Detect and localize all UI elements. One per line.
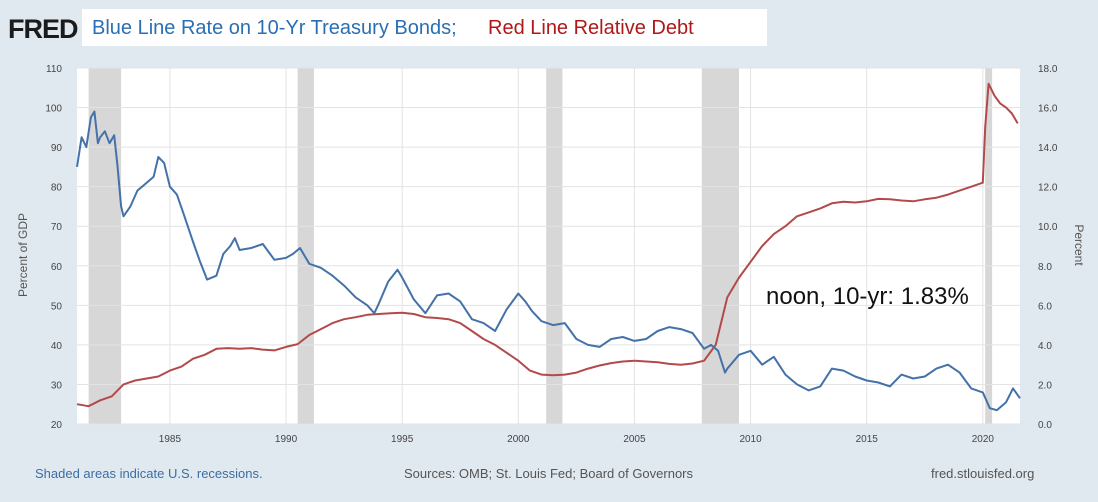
y-right-tick-label: 16.0 [1038,104,1058,115]
recession-band-4 [985,68,993,424]
y-right-tick-label: 8.0 [1038,262,1052,273]
recession-band-0 [88,68,122,424]
recession-band-2 [546,68,563,424]
y-right-tick-label: 12.0 [1038,183,1058,194]
fred-logo: FRED [8,14,78,44]
y-axis-left-label: Percent of GDP [16,213,30,297]
y-left-tick-label: 100 [45,104,62,115]
recession-band-1 [297,68,314,424]
y-right-tick-label: 0.0 [1038,420,1052,431]
y-right-tick-label: 18.0 [1038,64,1058,75]
title-blue-text: Blue Line Rate on 10-Yr Treasury Bonds; [92,17,457,39]
x-tick-label: 2020 [972,434,995,445]
tick-labels: 20 30 40 50 60 70 80 90 100 110 0.0 2.0 4.0 6.0 8.0 10.… [45,64,1058,445]
y-right-tick-label: 2.0 [1038,380,1052,391]
x-tick-label: 1985 [159,434,182,445]
sources-note: Sources: OMB; St. Louis Fed; Board of Go… [404,466,694,481]
series-lines [76,82,1021,412]
y-left-tick-label: 60 [51,262,63,273]
y-left-tick-label: 50 [51,301,63,312]
gridlines [77,67,1020,425]
y-right-tick-label: 4.0 [1038,341,1052,352]
series-line-1 [76,110,1021,412]
chart-canvas: 20 30 40 50 60 70 80 90 100 110 0.0 2.0 4.0 6.0 8.0 10.… [16,64,1086,445]
chart-title-box: Blue Line Rate on 10-Yr Treasury Bonds; … [82,9,767,46]
y-left-tick-label: 80 [51,183,63,194]
y-left-tick-label: 90 [51,143,63,154]
y-left-tick-label: 20 [51,420,63,431]
y-left-tick-label: 40 [51,341,63,352]
recession-shading [88,68,993,424]
title-red-text: Red Line Relative Debt [488,17,694,39]
series-line-0 [76,82,1019,408]
chart-annotation: noon, 10-yr: 1.83% [766,283,969,310]
x-tick-label: 2005 [623,434,646,445]
recession-band-3 [701,68,739,424]
x-tick-label: 2000 [507,434,530,445]
y-axis-right-label: Percent [1072,224,1086,266]
site-link[interactable]: fred.stlouisfed.org [931,466,1035,481]
x-tick-label: 1990 [275,434,298,445]
x-tick-label: 1995 [391,434,414,445]
x-tick-label: 2015 [856,434,879,445]
recession-note: Shaded areas indicate U.S. recessions. [35,466,263,481]
x-tick-label: 2010 [739,434,762,445]
y-right-tick-label: 6.0 [1038,301,1052,312]
y-left-tick-label: 30 [51,380,63,391]
y-right-tick-label: 14.0 [1038,143,1058,154]
y-left-tick-label: 110 [46,64,62,75]
y-right-tick-label: 10.0 [1038,222,1058,233]
y-left-tick-label: 70 [51,222,63,233]
